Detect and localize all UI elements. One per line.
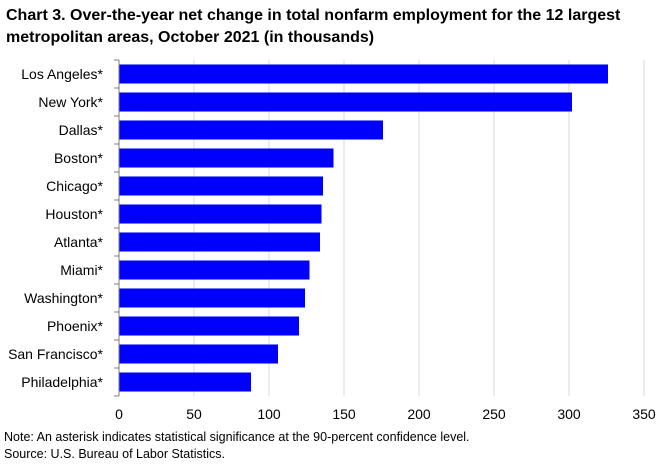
x-axis-tick-labels: 0 50 100 150 200 250 300 350 (115, 406, 656, 422)
bar (119, 120, 383, 140)
category-label: Philadelphia* (21, 374, 103, 390)
category-label: Atlanta* (54, 234, 104, 250)
bar (119, 316, 299, 336)
gridlines (193, 60, 645, 396)
x-tick-label: 300 (557, 406, 581, 422)
bar (119, 288, 305, 308)
x-tick-label: 0 (115, 406, 123, 422)
bar (119, 148, 334, 168)
axes (114, 59, 120, 397)
chart-source: Source: U.S. Bureau of Labor Statistics. (4, 447, 225, 461)
bar (119, 260, 310, 280)
category-label: Dallas* (59, 122, 104, 138)
bar (119, 204, 322, 224)
bar (119, 92, 572, 112)
bar (119, 232, 320, 252)
chart-title: Chart 3. Over-the-year net change in tot… (6, 7, 621, 46)
category-label: Houston* (45, 206, 103, 222)
x-tick-label: 350 (632, 406, 656, 422)
x-tick-label: 150 (332, 406, 356, 422)
bar (119, 372, 251, 392)
x-tick-label: 200 (407, 406, 431, 422)
category-label: Chicago* (46, 178, 103, 194)
category-label: San Francisco* (8, 346, 103, 362)
bar (119, 64, 608, 84)
chart-note: Note: An asterisk indicates statistical … (4, 430, 470, 444)
x-tick-label: 250 (482, 406, 506, 422)
bar (119, 344, 278, 364)
category-labels: Los Angeles* New York* Dallas* Boston* Chica… (8, 66, 103, 390)
category-label: Washington* (24, 290, 103, 306)
category-label: Los Angeles* (21, 66, 103, 82)
category-label: Boston* (54, 150, 104, 166)
category-label: New York* (38, 94, 103, 110)
category-label: Phoenix* (47, 318, 104, 334)
bar (119, 176, 323, 196)
x-tick-label: 100 (257, 406, 281, 422)
category-label: Miami* (60, 262, 103, 278)
bars (119, 64, 608, 392)
x-tick-label: 50 (186, 406, 202, 422)
